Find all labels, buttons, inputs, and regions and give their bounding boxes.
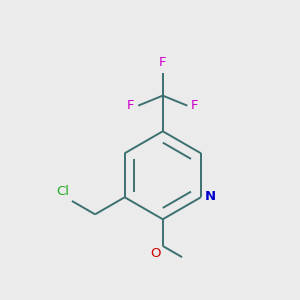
Text: F: F [159,56,166,70]
Text: Cl: Cl [56,185,70,198]
Text: O: O [150,248,160,260]
Text: F: F [191,98,199,112]
Text: N: N [205,190,216,203]
Text: F: F [127,98,134,112]
